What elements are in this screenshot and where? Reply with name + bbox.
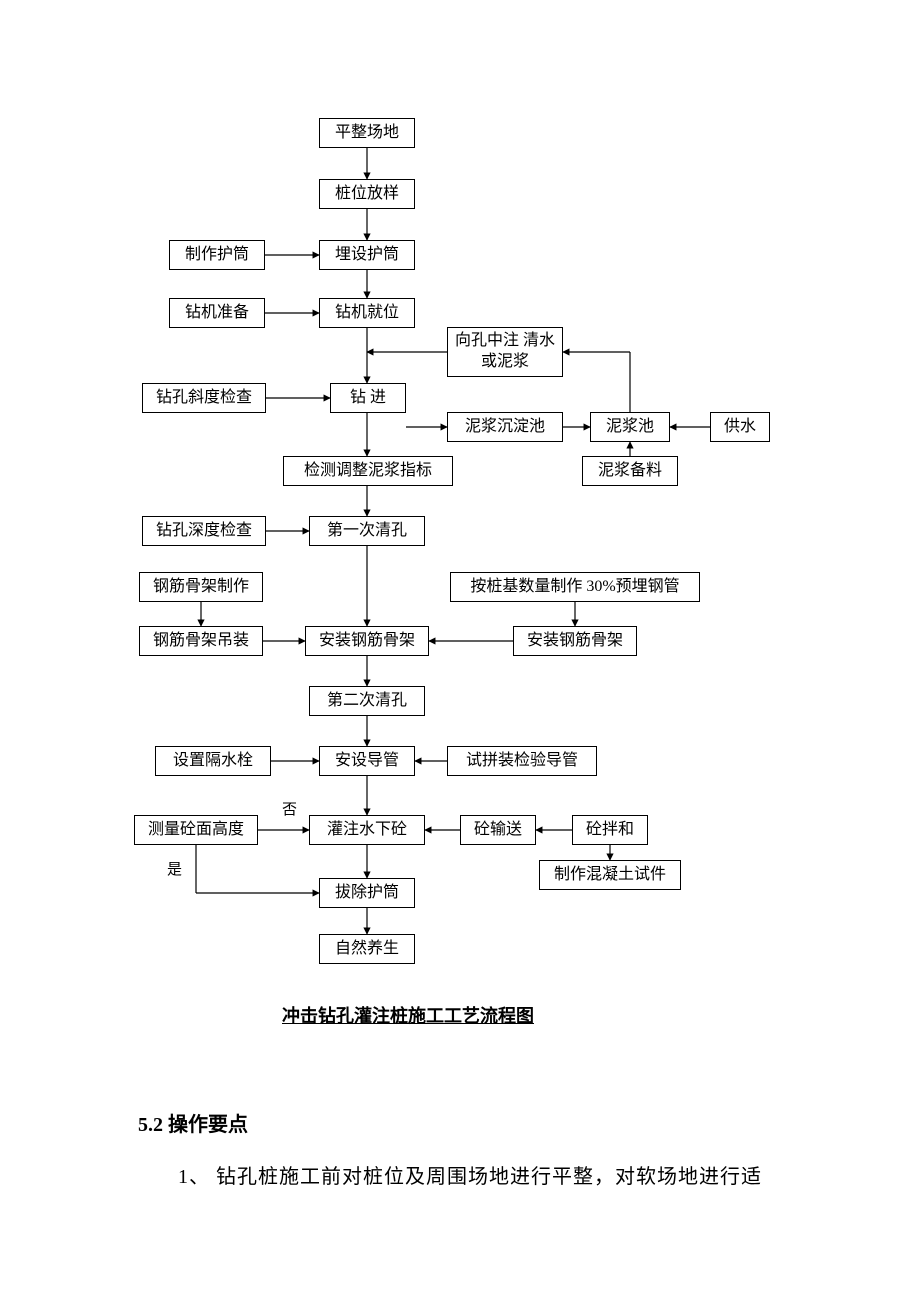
flow-node-n5e: 供水 [710, 412, 770, 442]
flow-node-n10b: 试拼装检验导管 [447, 746, 597, 776]
flow-node-n4a: 钻机准备 [169, 298, 265, 328]
flow-edges [0, 0, 920, 1000]
decision-label-no: 否 [282, 798, 297, 819]
flow-node-n5a: 钻孔斜度检查 [142, 383, 266, 413]
flow-node-n5: 钻 进 [330, 383, 406, 413]
flow-node-n10: 安设导管 [319, 746, 415, 776]
flow-node-n8c: 按桩基数量制作 30%预埋钢管 [450, 572, 700, 602]
flow-node-n12: 拔除护筒 [319, 878, 415, 908]
flow-node-n8a: 钢筋骨架制作 [139, 572, 263, 602]
flow-node-n11b: 砼输送 [460, 815, 536, 845]
flow-node-n7a: 钻孔深度检查 [142, 516, 266, 546]
flow-node-n2: 桩位放样 [319, 179, 415, 209]
flow-node-n5d: 泥浆池 [590, 412, 670, 442]
flow-node-n5b: 向孔中注 清水或泥浆 [447, 327, 563, 377]
flow-node-n3a: 制作护筒 [169, 240, 265, 270]
flow-node-n9: 第二次清孔 [309, 686, 425, 716]
page: 平整场地桩位放样埋设护筒 制作护筒钻机就位 钻机准备钻 进 钻孔斜度检查 向孔中注 清水… [0, 0, 920, 1302]
flow-node-n8: 安装钢筋骨架 [305, 626, 429, 656]
flow-node-n11c: 砼拌和 [572, 815, 648, 845]
flow-node-n1: 平整场地 [319, 118, 415, 148]
flow-node-n13: 自然养生 [319, 934, 415, 964]
flow-node-n6: 检测调整泥浆指标 [283, 456, 453, 486]
flow-node-n7: 第一次清孔 [309, 516, 425, 546]
flow-node-n11a: 测量砼面高度 [134, 815, 258, 845]
decision-label-yes: 是 [167, 858, 182, 879]
section-heading: 5.2 操作要点 [138, 1108, 248, 1137]
flow-node-n10a: 设置隔水栓 [155, 746, 271, 776]
flow-node-n5f: 泥浆备料 [582, 456, 678, 486]
flow-node-n4: 钻机就位 [319, 298, 415, 328]
flow-node-n8d: 安装钢筋骨架 [513, 626, 637, 656]
flow-node-n8b: 钢筋骨架吊装 [139, 626, 263, 656]
flow-node-n11: 灌注水下砼 [309, 815, 425, 845]
flow-node-n3: 埋设护筒 [319, 240, 415, 270]
flow-node-n11d: 制作混凝土试件 [539, 860, 681, 890]
flow-node-n5c: 泥浆沉淀池 [447, 412, 563, 442]
figure-caption: 冲击钻孔灌注桩施工工艺流程图 [282, 1002, 534, 1028]
body-paragraph: 1、 钻孔桩施工前对桩位及周围场地进行平整，对软场地进行适 [178, 1160, 762, 1189]
